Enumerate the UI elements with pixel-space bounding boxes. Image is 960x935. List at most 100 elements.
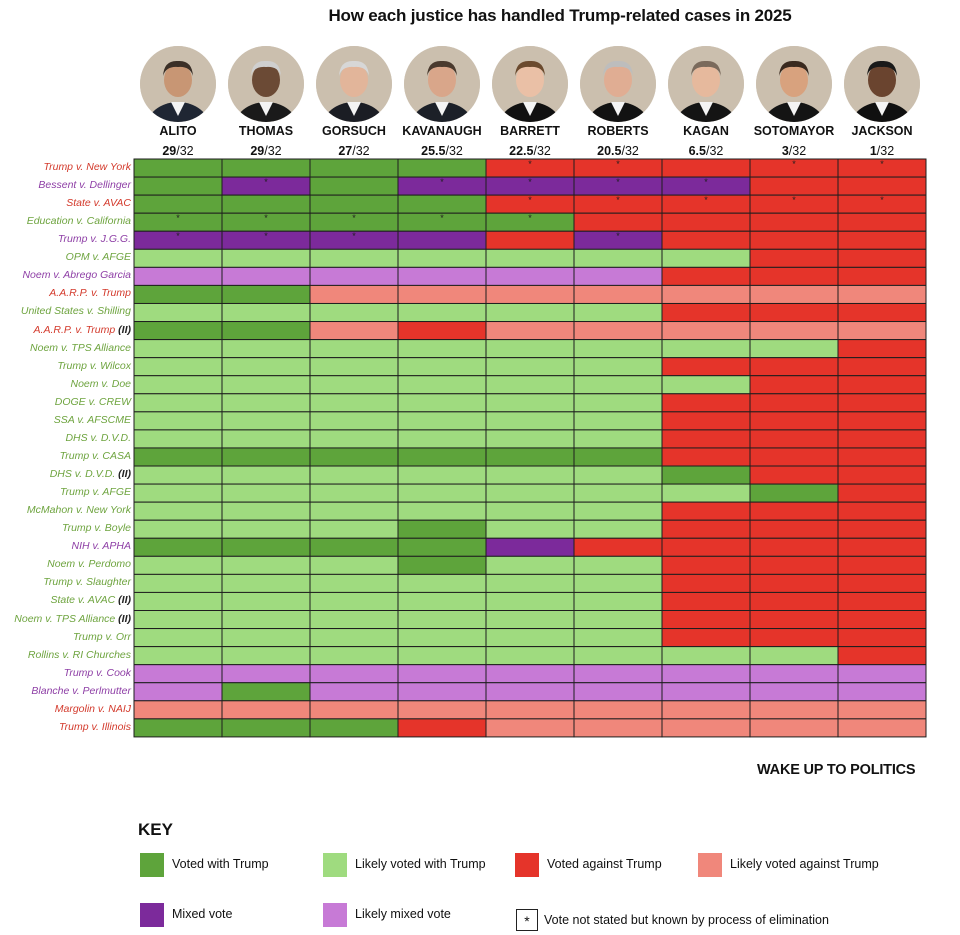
vote-cell	[133, 411, 223, 431]
vote-cell	[485, 393, 575, 413]
vote-cell	[309, 646, 399, 666]
vote-cell	[661, 411, 751, 431]
vote-cell	[573, 501, 663, 521]
vote-cell	[573, 537, 663, 557]
vote-cell	[309, 700, 399, 720]
legend-swatch	[698, 853, 722, 877]
vote-cell	[485, 339, 575, 359]
vote-cell	[221, 610, 311, 630]
vote-cell	[661, 483, 751, 503]
vote-cell	[837, 700, 927, 720]
case-label: Noem v. Perdomo	[47, 558, 131, 571]
vote-cell	[397, 339, 487, 359]
vote-cell	[573, 266, 663, 286]
vote-cell	[309, 176, 399, 196]
vote-cell	[133, 429, 223, 449]
vote-cell	[749, 411, 839, 431]
vote-cell	[309, 194, 399, 214]
vote-cell	[485, 664, 575, 684]
legend-swatch	[323, 853, 347, 877]
vote-cell	[485, 573, 575, 593]
vote-cell	[661, 447, 751, 467]
vote-cell	[749, 700, 839, 720]
vote-cell	[837, 610, 927, 630]
vote-cell	[661, 393, 751, 413]
vote-cell	[837, 555, 927, 575]
vote-cell	[309, 664, 399, 684]
vote-cell	[573, 519, 663, 539]
vote-cell	[309, 555, 399, 575]
vote-cell	[661, 501, 751, 521]
vote-cell	[309, 411, 399, 431]
vote-cell	[133, 194, 223, 214]
vote-cell	[661, 555, 751, 575]
vote-cell	[485, 357, 575, 377]
vote-cell	[309, 718, 399, 738]
vote-cell	[221, 411, 311, 431]
vote-cell	[837, 718, 927, 738]
vote-cell	[749, 682, 839, 702]
justice-name: ALITO	[159, 124, 197, 138]
vote-cell	[397, 266, 487, 286]
case-label: A.A.R.P. v. Trump (II)	[33, 323, 131, 336]
vote-cell	[397, 519, 487, 539]
vote-cell	[573, 555, 663, 575]
vote-cell	[221, 519, 311, 539]
vote-cell	[221, 158, 311, 178]
vote-cell	[309, 302, 399, 323]
vote-cell	[397, 700, 487, 720]
vote-cell	[397, 628, 487, 648]
vote-cell	[309, 537, 399, 557]
vote-cell	[573, 591, 663, 612]
vote-cell	[661, 357, 751, 377]
vote-cell	[397, 573, 487, 593]
legend-label: Likely mixed vote	[355, 907, 451, 921]
vote-cell	[749, 646, 839, 666]
vote-cell	[221, 628, 311, 648]
case-label: A.A.R.P. v. Trump	[49, 287, 131, 300]
vote-cell	[485, 646, 575, 666]
case-label: Noem v. Abrego Garcia	[22, 269, 131, 282]
elimination-star: *	[616, 159, 620, 169]
vote-cell	[485, 375, 575, 395]
vote-cell	[221, 447, 311, 467]
vote-cell	[573, 284, 663, 304]
vote-cell	[485, 465, 575, 485]
vote-cell	[837, 212, 927, 232]
case-label: Noem v. Doe	[70, 377, 132, 390]
vote-cell	[837, 465, 927, 485]
legend-label: Likely voted against Trump	[730, 857, 879, 871]
vote-cell	[661, 573, 751, 593]
vote-cell	[749, 573, 839, 593]
vote-cell	[309, 429, 399, 449]
vote-cell	[221, 646, 311, 666]
elimination-star: *	[264, 213, 268, 223]
vote-cell	[397, 393, 487, 413]
justice-photo-sotomayor	[756, 46, 832, 122]
vote-cell	[309, 447, 399, 467]
vote-cell	[309, 501, 399, 521]
vote-cell	[661, 248, 751, 268]
vote-cell	[485, 248, 575, 268]
case-label: Trump v. Boyle	[61, 522, 131, 535]
vote-cell	[133, 357, 223, 377]
vote-cell	[661, 212, 751, 232]
vote-cell	[309, 357, 399, 377]
vote-cell	[749, 393, 839, 413]
key-title: KEY	[138, 820, 173, 839]
vote-cell	[661, 664, 751, 684]
vote-cell	[485, 266, 575, 286]
justice-score: 3/32	[781, 144, 807, 158]
case-label: DOGE v. CREW	[54, 395, 131, 408]
vote-cell	[221, 501, 311, 521]
legend-swatch	[323, 903, 347, 927]
vote-cell	[309, 591, 399, 612]
justice-photo-gorsuch	[316, 46, 392, 122]
vote-cell	[485, 682, 575, 702]
vote-cell	[397, 483, 487, 503]
legend-swatch	[515, 853, 539, 877]
vote-cell	[837, 266, 927, 286]
justice-photo-barrett	[492, 46, 568, 122]
vote-cell	[221, 555, 311, 575]
